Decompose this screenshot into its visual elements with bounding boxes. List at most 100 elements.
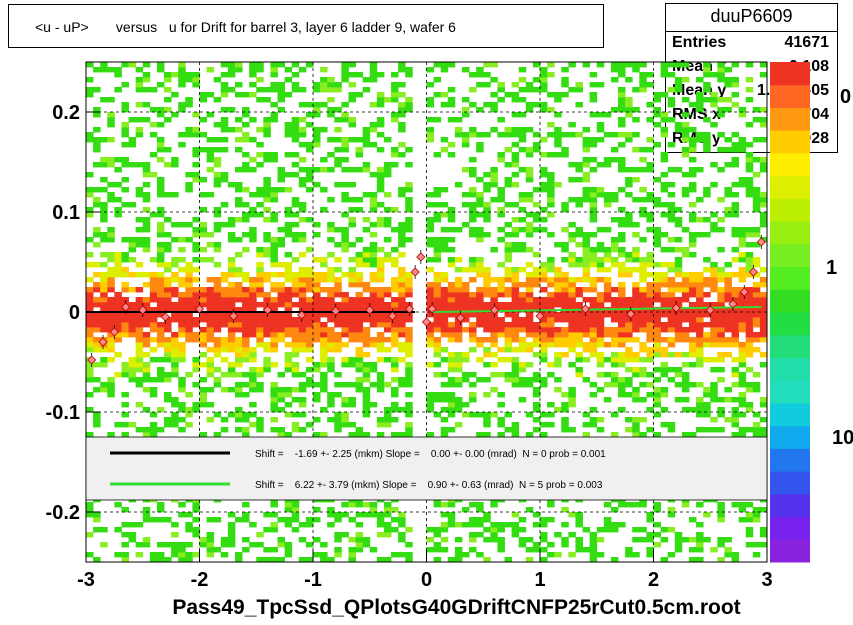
heatmap-cell <box>234 387 243 393</box>
heatmap-cell <box>242 167 250 173</box>
heatmap-cell <box>192 362 200 368</box>
heatmap-cell <box>681 537 690 543</box>
heatmap-cell <box>618 352 626 358</box>
heatmap-cell <box>348 257 356 263</box>
heatmap-cell <box>192 127 200 133</box>
heatmap-cell <box>660 247 669 253</box>
heatmap-cell <box>618 292 626 298</box>
heatmap-cell <box>511 242 520 248</box>
heatmap-cell <box>199 147 207 153</box>
heatmap-cell <box>440 397 449 403</box>
heatmap-cell <box>327 402 335 408</box>
heatmap-cell <box>213 247 222 253</box>
x-tick-label: 2 <box>648 569 659 591</box>
heatmap-cell <box>532 547 541 553</box>
heatmap-cell <box>703 537 711 543</box>
heatmap-cell <box>667 302 676 308</box>
heatmap-cell <box>391 117 399 123</box>
heatmap-cell <box>178 547 186 553</box>
heatmap-cell <box>227 412 236 418</box>
heatmap-cell <box>178 352 186 358</box>
heatmap-cell <box>156 427 165 433</box>
heatmap-cell <box>696 277 704 283</box>
heatmap-cell <box>674 82 683 88</box>
heatmap-cell <box>639 237 647 243</box>
heatmap-cell <box>355 92 364 98</box>
heatmap-cell <box>192 502 200 508</box>
heatmap-cell <box>369 272 378 278</box>
heatmap-cell <box>263 367 271 373</box>
heatmap-cell <box>341 117 349 123</box>
heatmap-cell <box>93 282 101 288</box>
profile-point <box>387 311 398 321</box>
heatmap-cell <box>405 527 413 533</box>
heatmap-cell <box>298 307 307 313</box>
heatmap-cell <box>391 527 399 533</box>
heatmap-cell <box>618 162 626 168</box>
heatmap-cell <box>660 62 669 68</box>
heatmap-cell <box>440 312 449 318</box>
heatmap-cell <box>490 327 498 333</box>
heatmap-cell <box>376 342 385 348</box>
heatmap-cell <box>263 302 271 308</box>
heatmap-cell <box>717 197 725 203</box>
heatmap-cell <box>547 332 555 338</box>
heatmap-cell <box>341 112 349 118</box>
heatmap-cell <box>568 277 576 283</box>
heatmap-cell <box>327 287 335 293</box>
heatmap-cell <box>745 62 754 68</box>
heatmap-cell <box>476 532 484 538</box>
heatmap-cell <box>447 97 456 103</box>
heatmap-cell <box>206 287 215 293</box>
heatmap-cell <box>681 112 690 118</box>
heatmap-cell <box>696 342 704 348</box>
heatmap-cell <box>589 557 598 563</box>
heatmap-cell <box>660 537 669 543</box>
heatmap-cell <box>639 167 647 173</box>
heatmap-cell <box>334 277 342 283</box>
heatmap-cell <box>369 207 378 213</box>
heatmap-cell <box>440 137 449 143</box>
heatmap-cell <box>540 87 548 93</box>
heatmap-cell <box>249 227 257 233</box>
heatmap-cell <box>405 282 413 288</box>
heatmap-cell <box>653 312 661 318</box>
heatmap-cell <box>461 142 470 148</box>
heatmap-cell <box>469 337 477 343</box>
heatmap-cell <box>490 302 498 308</box>
heatmap-cell <box>731 422 740 428</box>
heatmap-cell <box>440 277 449 283</box>
heatmap-cell <box>86 252 94 258</box>
heatmap-cell <box>752 372 761 378</box>
heatmap-cell <box>575 82 583 88</box>
heatmap-cell <box>185 77 193 83</box>
heatmap-cell <box>483 362 491 368</box>
heatmap-cell <box>149 427 158 433</box>
heatmap-cell <box>688 232 697 238</box>
heatmap-cell <box>504 372 513 378</box>
heatmap-cell <box>660 337 669 343</box>
heatmap-cell <box>93 362 101 368</box>
heatmap-cell <box>674 532 683 538</box>
heatmap-cell <box>376 512 385 518</box>
heatmap-cell <box>625 62 633 68</box>
heatmap-cell <box>398 312 406 318</box>
heatmap-cell <box>249 287 257 293</box>
heatmap-cell <box>582 377 591 383</box>
heatmap-cell <box>483 512 491 518</box>
heatmap-cell <box>121 432 129 438</box>
profile-point <box>160 312 171 322</box>
heatmap-cell <box>164 72 172 78</box>
heatmap-cell <box>178 427 186 433</box>
heatmap-cell <box>703 412 711 418</box>
heatmap-cell <box>497 347 505 353</box>
heatmap-cell <box>192 242 200 248</box>
heatmap-cell <box>483 102 491 108</box>
heatmap-cell <box>199 247 207 253</box>
heatmap-cell <box>610 432 619 438</box>
heatmap-cell <box>490 387 498 393</box>
heatmap-cell <box>284 187 293 193</box>
heatmap-cell <box>234 362 243 368</box>
heatmap-cell <box>284 122 293 128</box>
heatmap-cell <box>703 137 711 143</box>
